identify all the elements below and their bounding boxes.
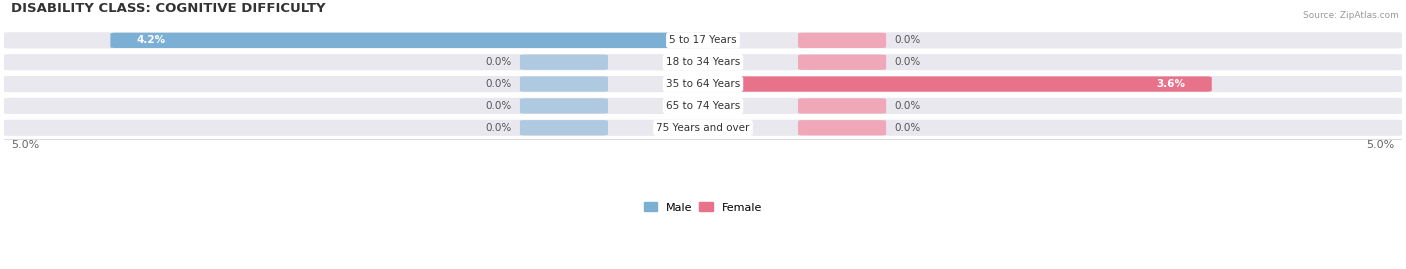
Text: 75 Years and over: 75 Years and over — [657, 123, 749, 133]
FancyBboxPatch shape — [3, 98, 1403, 114]
Text: 0.0%: 0.0% — [894, 123, 921, 133]
FancyBboxPatch shape — [520, 98, 607, 114]
FancyBboxPatch shape — [799, 98, 886, 114]
Text: Source: ZipAtlas.com: Source: ZipAtlas.com — [1303, 11, 1399, 20]
FancyBboxPatch shape — [3, 32, 1403, 48]
Text: 0.0%: 0.0% — [894, 57, 921, 67]
Text: 0.0%: 0.0% — [894, 101, 921, 111]
FancyBboxPatch shape — [111, 33, 709, 48]
Text: 65 to 74 Years: 65 to 74 Years — [666, 101, 740, 111]
FancyBboxPatch shape — [3, 76, 1403, 92]
Text: 18 to 34 Years: 18 to 34 Years — [666, 57, 740, 67]
Text: 35 to 64 Years: 35 to 64 Years — [666, 79, 740, 89]
Text: DISABILITY CLASS: COGNITIVE DIFFICULTY: DISABILITY CLASS: COGNITIVE DIFFICULTY — [11, 2, 326, 15]
Text: 5.0%: 5.0% — [1367, 140, 1395, 150]
Text: 5 to 17 Years: 5 to 17 Years — [669, 35, 737, 45]
FancyBboxPatch shape — [520, 55, 607, 70]
Text: 0.0%: 0.0% — [485, 101, 512, 111]
Text: 0.0%: 0.0% — [894, 35, 921, 45]
Text: 4.2%: 4.2% — [136, 35, 166, 45]
FancyBboxPatch shape — [799, 55, 886, 70]
Text: 3.6%: 3.6% — [1156, 79, 1185, 89]
FancyBboxPatch shape — [520, 120, 607, 135]
FancyBboxPatch shape — [799, 120, 886, 135]
FancyBboxPatch shape — [3, 120, 1403, 136]
Text: 0.0%: 0.0% — [485, 57, 512, 67]
Legend: Male, Female: Male, Female — [640, 198, 766, 217]
FancyBboxPatch shape — [3, 54, 1403, 70]
FancyBboxPatch shape — [520, 76, 607, 92]
FancyBboxPatch shape — [799, 33, 886, 48]
Text: 0.0%: 0.0% — [485, 79, 512, 89]
Text: 5.0%: 5.0% — [11, 140, 39, 150]
FancyBboxPatch shape — [697, 76, 1212, 92]
Text: 0.0%: 0.0% — [485, 123, 512, 133]
